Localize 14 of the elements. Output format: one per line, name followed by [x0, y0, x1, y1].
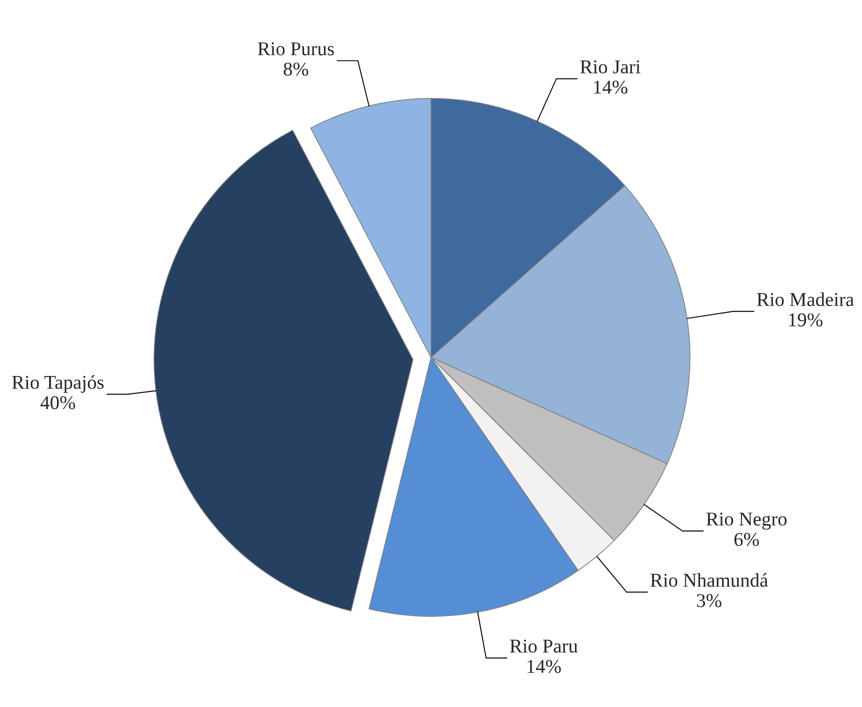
slice-label: Rio Purus: [258, 42, 334, 56]
slice-label: Rio Jari: [580, 60, 640, 74]
data-label: 14%: [528, 660, 561, 674]
slice-label: Rio Madeira: [756, 292, 854, 306]
slice-label: Rio Nhamundá: [650, 573, 768, 587]
slice-label: Rio Negro: [706, 512, 787, 530]
data-label: 3%: [697, 594, 722, 608]
slice-label: Rio Paru: [510, 640, 578, 653]
data-label: 14%: [594, 80, 628, 94]
data-label: 6%: [734, 532, 759, 546]
data-label: 40%: [40, 396, 76, 410]
data-label: 19%: [789, 313, 822, 326]
data-label: 8%: [284, 62, 308, 76]
slice-label: Rio Tapajós: [12, 375, 104, 393]
